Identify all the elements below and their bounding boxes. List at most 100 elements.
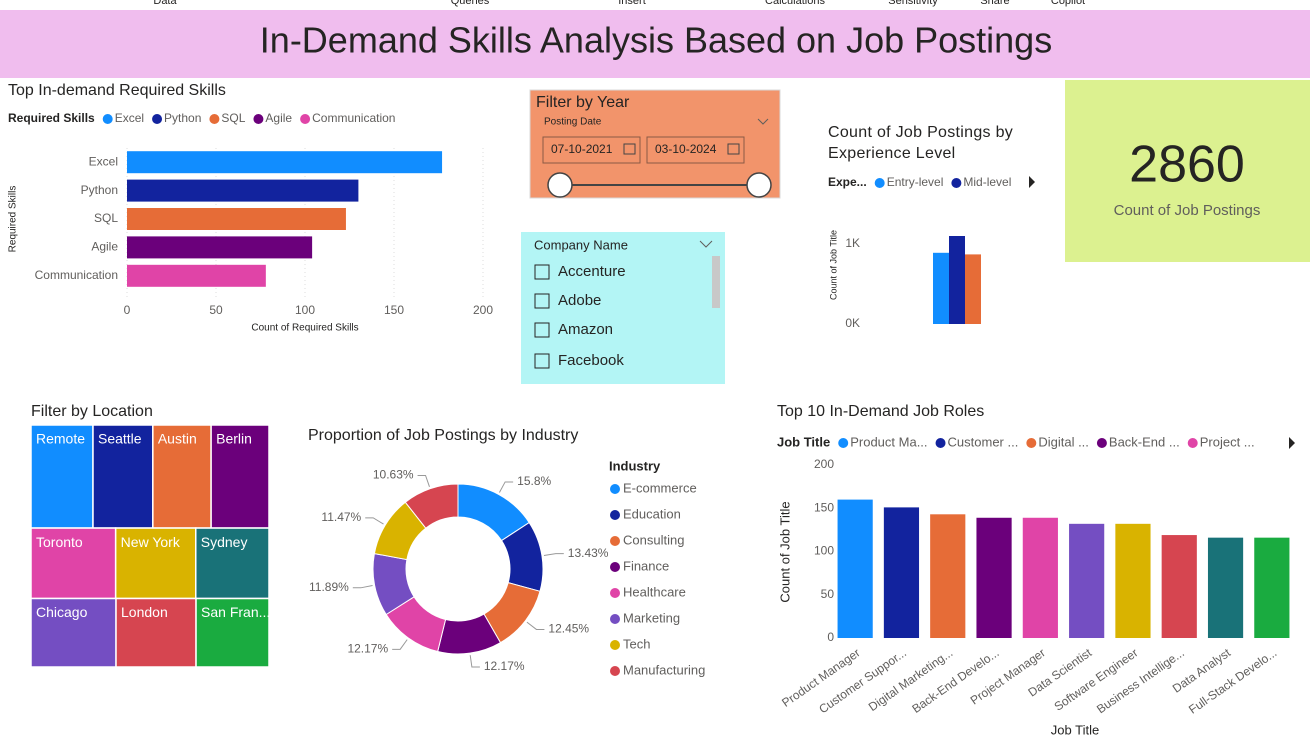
leader-line: [543, 553, 564, 556]
chevron[interactable]: [699, 240, 713, 248]
legend-marker: [610, 666, 620, 676]
company-item[interactable]: Facebook: [558, 352, 624, 369]
legend-entry: E-commerce: [623, 480, 697, 495]
tile[interactable]: [115, 597, 197, 668]
x-tick-label: 200: [473, 303, 493, 317]
legend-marker: [102, 114, 113, 124]
bar: [930, 514, 966, 638]
legend-title: Expe...: [828, 175, 867, 189]
tile-label: New York: [121, 534, 181, 550]
legend-title: Industry: [609, 458, 661, 473]
y-tick-label: 1K: [845, 236, 860, 250]
legend-entry: Agile: [265, 111, 292, 125]
legend-marker: [610, 614, 620, 624]
leader-line: [352, 585, 373, 589]
checkbox[interactable]: [534, 353, 550, 369]
legend-entry: Project ...: [1200, 434, 1255, 449]
menu-item[interactable]: Queries: [451, 0, 490, 7]
calendar-icon[interactable]: [623, 143, 636, 155]
tile[interactable]: [195, 527, 270, 600]
y-tick-label: 0: [827, 630, 834, 644]
legend-marker: [152, 114, 163, 124]
company-item[interactable]: Accenture: [558, 263, 626, 280]
data-label: 13.43%: [568, 546, 609, 560]
page-title: In-Demand Skills Analysis Based on Job P…: [260, 20, 1052, 61]
bar: [1207, 537, 1244, 638]
checkbox[interactable]: [534, 293, 550, 309]
bar: [1022, 517, 1058, 638]
y-axis-label: Count of Job Title: [777, 501, 792, 602]
legend-marker: [300, 114, 311, 124]
x-tick-label: 50: [209, 303, 223, 317]
kpi-label: Count of Job Postings: [1114, 202, 1261, 219]
scrollbar[interactable]: [712, 256, 720, 308]
menu-item[interactable]: Calculations: [765, 0, 825, 7]
leader-line: [526, 621, 545, 630]
y-tick-label: Excel: [89, 154, 118, 168]
bar: [127, 208, 346, 230]
chevron[interactable]: [757, 118, 769, 125]
checkbox[interactable]: [534, 322, 550, 338]
tile[interactable]: [30, 527, 117, 600]
y-tick-label: 200: [814, 457, 834, 471]
legend-entry: Healthcare: [623, 584, 686, 599]
menu-item[interactable]: Copilot: [1051, 0, 1085, 7]
tile-label: Chicago: [36, 604, 88, 620]
tile-label: Seattle: [98, 431, 142, 447]
chart-title: Top 10 In-Demand Job Roles: [777, 403, 984, 420]
menu-item[interactable]: Share: [980, 0, 1009, 7]
y-tick-label: Agile: [91, 240, 118, 254]
tile-label: Berlin: [216, 431, 252, 447]
end-date: 03-10-2024: [655, 142, 717, 156]
legend-marker: [838, 438, 849, 448]
slider-handle[interactable]: [746, 172, 772, 198]
menu-item[interactable]: Sensitivity: [888, 0, 938, 7]
y-tick-label: Communication: [35, 268, 118, 282]
menu-item[interactable]: Insert: [618, 0, 646, 7]
leader-line: [392, 639, 408, 650]
legend-entry: Entry-level: [887, 175, 944, 189]
company-item[interactable]: Amazon: [558, 321, 613, 338]
tile[interactable]: [114, 527, 197, 600]
start-date: 07-10-2021: [551, 142, 613, 156]
company-item[interactable]: Adobe: [558, 292, 601, 309]
legend-arrow[interactable]: [1029, 176, 1035, 188]
date-box[interactable]: [646, 136, 745, 164]
tile[interactable]: [152, 424, 212, 529]
donut-slice: [404, 483, 459, 529]
legend-entry: Customer ...: [948, 434, 1019, 449]
bar: [883, 507, 920, 638]
y-tick-label: 100: [814, 544, 834, 558]
tile[interactable]: [30, 424, 94, 529]
x-tick-label: 0: [124, 303, 131, 317]
x-axis-label: Count of Required Skills: [251, 323, 358, 334]
legend-marker: [951, 178, 962, 188]
menu-item[interactable]: Data: [153, 0, 177, 7]
x-tick-label: Back-End Develo...: [909, 646, 1001, 716]
legend-arrow[interactable]: [1289, 437, 1295, 449]
chart-title: Proportion of Job Postings by Industry: [308, 427, 578, 444]
leader-line: [498, 481, 514, 493]
bar: [1161, 535, 1197, 638]
x-tick-label: Full-Stack Develo...: [1186, 646, 1279, 717]
y-tick-label: 50: [821, 587, 835, 601]
tile-label: London: [121, 604, 168, 620]
checkbox[interactable]: [534, 264, 550, 280]
legend-entry: Communication: [312, 111, 395, 125]
bar: [933, 252, 949, 324]
tile[interactable]: [195, 597, 270, 668]
date-box[interactable]: [542, 136, 641, 164]
legend-marker: [1026, 438, 1037, 448]
legend-marker: [610, 510, 620, 520]
legend-entry: Python: [164, 111, 201, 125]
legend-entry: Product Ma...: [850, 434, 927, 449]
tile[interactable]: [210, 424, 270, 529]
calendar-icon[interactable]: [727, 143, 740, 155]
tile[interactable]: [30, 597, 117, 668]
x-tick-label: Product Manager: [779, 646, 862, 710]
legend-marker: [610, 484, 620, 494]
bar: [949, 236, 965, 324]
slider-handle[interactable]: [547, 172, 573, 198]
